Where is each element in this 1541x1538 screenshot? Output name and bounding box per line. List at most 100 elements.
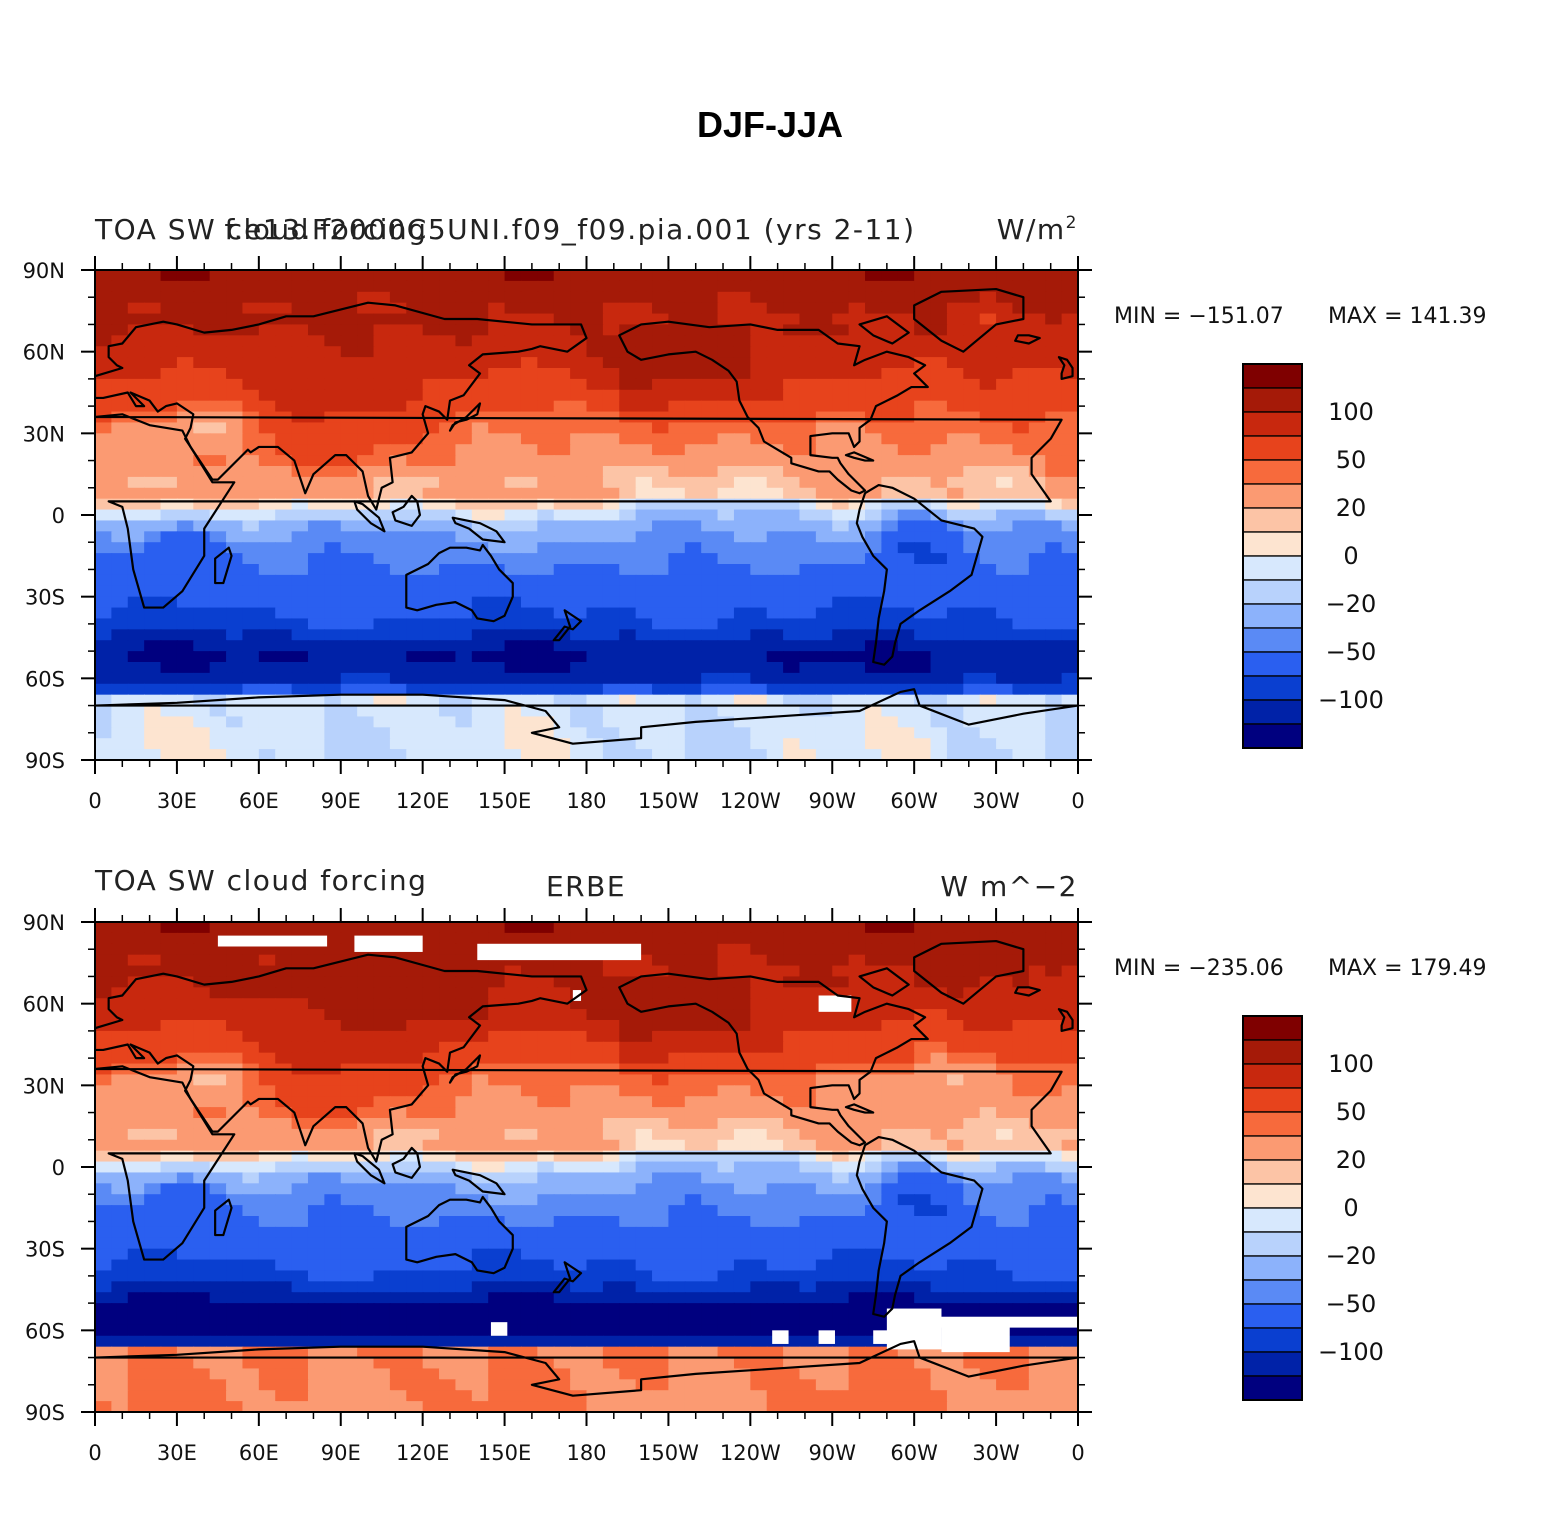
field-cell (340, 1150, 358, 1163)
field-cell (553, 1030, 571, 1043)
field-cell (586, 520, 604, 533)
field-cell (537, 357, 555, 369)
field-cell (160, 1085, 178, 1098)
field-cell (717, 553, 735, 565)
field-cell (570, 1161, 588, 1174)
field-cell (275, 976, 293, 989)
field-cell (193, 302, 211, 315)
field-cell (865, 520, 883, 533)
field-cell (439, 270, 457, 282)
field-cell (946, 302, 965, 315)
field-cell (766, 302, 784, 315)
field-cell (701, 1216, 719, 1228)
field-cell (193, 1183, 211, 1196)
field-cell (832, 954, 850, 967)
field-cell (389, 564, 408, 576)
field-cell (357, 618, 375, 631)
field-cell (422, 509, 440, 522)
field-cell (373, 987, 391, 1000)
field-cell (815, 335, 834, 348)
field-cell (193, 943, 211, 956)
field-cell (865, 1030, 883, 1043)
field-cell (996, 542, 1014, 554)
field-cell (307, 1128, 326, 1141)
colorbar-frame (1242, 363, 1303, 749)
field-cell (275, 389, 293, 402)
field-cell (406, 1128, 424, 1141)
field-cell (619, 520, 637, 533)
field-cell (176, 422, 195, 435)
field-cell (635, 433, 653, 446)
field-cell (1061, 1270, 1078, 1283)
field-cell (815, 1128, 834, 1141)
field-cell (586, 1074, 604, 1087)
field-cell (815, 498, 834, 511)
field-cell (504, 1107, 522, 1119)
field-cell (570, 433, 588, 446)
field-cell (176, 1194, 195, 1206)
field-cell (865, 400, 883, 413)
field-cell (783, 335, 801, 348)
field-cell (258, 965, 277, 978)
field-cell (619, 629, 637, 642)
field-cell (242, 498, 260, 511)
field-cell (963, 270, 981, 282)
field-cell (242, 662, 260, 674)
field-cell (799, 683, 817, 696)
field-cell (881, 672, 899, 685)
field-cell (176, 1107, 195, 1119)
field-cell (783, 1063, 801, 1076)
field-cell (504, 1096, 522, 1108)
field-cell (275, 509, 293, 522)
field-cell (668, 444, 686, 456)
field-cell (963, 672, 981, 685)
field-cell (455, 1292, 473, 1304)
field-cell (1028, 738, 1047, 750)
field-cell (946, 280, 965, 293)
field-cell (815, 716, 834, 729)
field-cell (930, 1107, 948, 1119)
field-cell (258, 585, 277, 598)
field-cell (619, 1020, 637, 1032)
field-cell (914, 313, 932, 326)
field-cell (226, 574, 244, 587)
field-cell (357, 357, 375, 369)
field-cell (570, 596, 588, 609)
field-cell (570, 455, 588, 467)
field-cell (1012, 651, 1030, 663)
field-cell (881, 651, 899, 663)
field-cell (95, 509, 113, 522)
field-cell (783, 640, 801, 652)
field-cell (570, 542, 588, 554)
field-cell (570, 400, 588, 413)
field-cell (832, 368, 850, 380)
field-cell (291, 1292, 309, 1304)
field-cell (979, 987, 997, 1000)
field-cell (799, 411, 817, 424)
field-cell (783, 346, 801, 358)
field-cell (963, 1041, 981, 1054)
field-cell (307, 954, 326, 967)
field-cell (832, 1194, 850, 1206)
field-cell (1061, 291, 1078, 304)
field-cell (750, 705, 768, 718)
field-cell (553, 932, 571, 945)
field-cell (340, 683, 358, 696)
field-cell (668, 727, 686, 740)
field-cell (1012, 553, 1030, 565)
field-cell (963, 1063, 981, 1076)
field-cell (815, 1085, 834, 1098)
field-cell (1012, 1248, 1030, 1261)
field-cell (406, 1194, 424, 1206)
field-cell (422, 357, 440, 369)
field-cell (357, 998, 375, 1010)
field-cell (520, 1216, 539, 1228)
field-cell (914, 1139, 932, 1152)
field-cell (471, 1172, 490, 1185)
field-cell (160, 1118, 178, 1130)
field-cell (488, 922, 506, 934)
field-cell (897, 932, 915, 945)
field-cell (520, 1194, 539, 1206)
field-cell (881, 378, 899, 391)
field-cell (733, 976, 752, 989)
